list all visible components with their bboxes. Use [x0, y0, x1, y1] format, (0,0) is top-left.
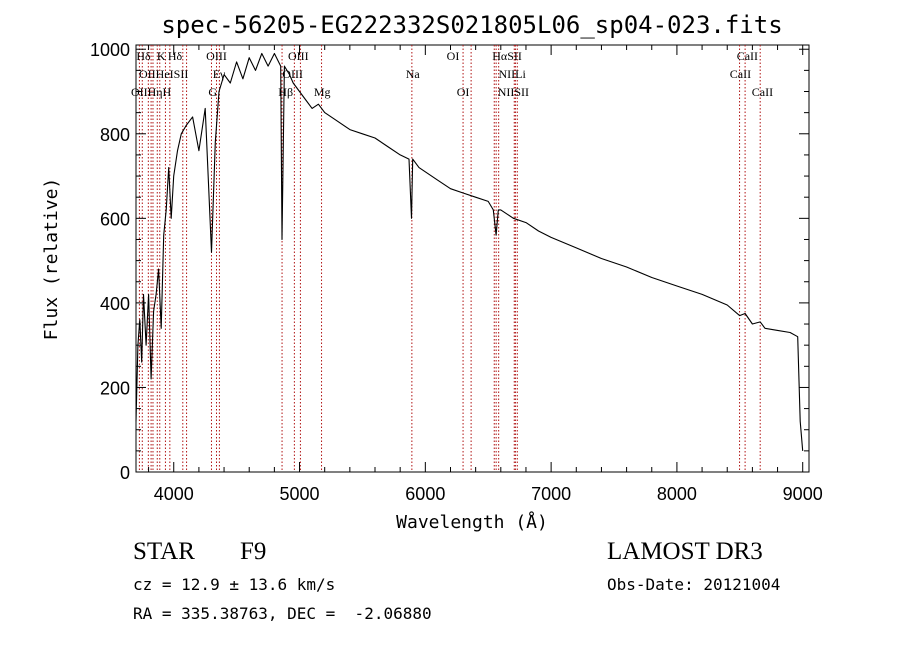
line-label-5: OI: [447, 49, 460, 63]
line-label-10: OIII: [282, 67, 303, 81]
line-label-9: Eγ: [213, 67, 226, 81]
y-axis-label: Flux (relative): [41, 178, 62, 341]
line-label-0: Hδ: [136, 49, 151, 63]
y-tick-label-3: 600: [100, 209, 130, 229]
x-tick-label-1: 5000: [280, 484, 320, 504]
line-label-2: Hδ: [168, 49, 183, 63]
line-label-12: NIILi: [498, 67, 526, 81]
survey-name: LAMOST DR3: [607, 538, 763, 565]
y-tick-label-5: 1000: [90, 40, 130, 60]
x-axis-label: Wavelength (Å): [396, 511, 548, 533]
line-label-11: Na: [406, 67, 421, 81]
line-label-1: K: [157, 49, 166, 63]
chart-title: spec-56205-EG222332S021805L06_sp04-023.f…: [161, 11, 782, 39]
line-label-8: OIIHeISII: [139, 67, 188, 81]
line-label-7: CaII: [737, 49, 758, 63]
line-label-16: Hβ: [278, 85, 293, 99]
line-label-4: OIII: [288, 49, 309, 63]
spectrum-line: [135, 52, 804, 451]
line-label-15: G: [208, 85, 217, 99]
x-tick-label-3: 7000: [531, 484, 571, 504]
coordinates: RA = 335.38763, DEC = -2.06880: [133, 604, 432, 623]
line-label-18: OI: [457, 85, 470, 99]
line-label-17: Mg: [314, 85, 331, 99]
x-tick-label-0: 4000: [154, 484, 194, 504]
y-tick-label-2: 400: [100, 294, 130, 314]
spectral-subclass: F9: [240, 538, 267, 565]
y-tick-label-0: 0: [120, 463, 130, 483]
line-label-19: NIISII: [498, 85, 529, 99]
plot-frame: [135, 44, 810, 473]
line-label-20: CaII: [752, 85, 773, 99]
line-label-6: HαSII: [492, 49, 522, 63]
x-tick-label-5: 9000: [783, 484, 823, 504]
y-tick-label-4: 800: [100, 125, 130, 145]
line-label-14: OIIHηH: [131, 85, 172, 99]
line-label-3: OIII: [206, 49, 227, 63]
line-label-13: CaII: [730, 67, 751, 81]
x-tick-label-4: 8000: [657, 484, 697, 504]
observation-date: Obs-Date: 20121004: [607, 575, 781, 594]
object-type: STAR: [133, 538, 195, 565]
x-tick-label-2: 6000: [405, 484, 445, 504]
y-tick-label-1: 200: [100, 378, 130, 398]
redshift-value: cz = 12.9 ± 13.6 km/s: [133, 575, 336, 594]
